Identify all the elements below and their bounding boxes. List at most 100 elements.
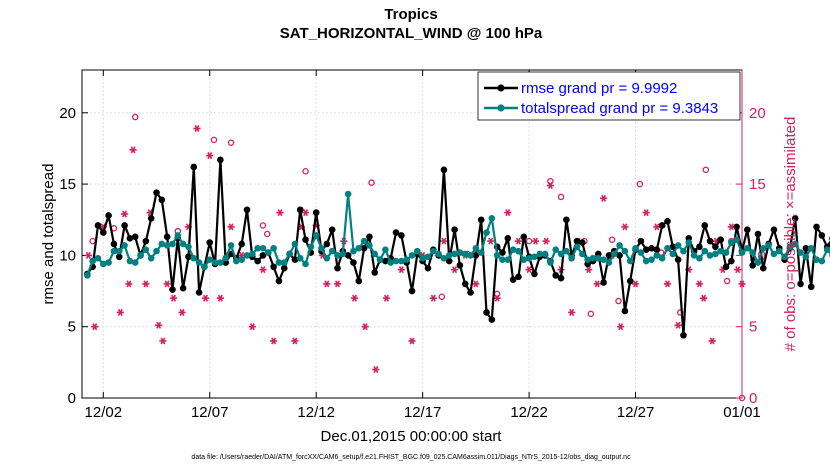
totalspread-point [579, 250, 586, 258]
totalspread-point [419, 254, 426, 262]
obs-assimilated-stroke [271, 337, 277, 345]
legend-spread-marker [497, 104, 505, 112]
totalspread-point [717, 247, 725, 255]
obs-assimilated-stroke [277, 209, 283, 217]
rmse-point [520, 233, 528, 241]
obs-assimilated-point [301, 209, 310, 217]
obs-assimilated-point [291, 337, 299, 345]
totalspread-point [680, 247, 687, 255]
obs-assimilated-stroke [643, 209, 649, 217]
obs-assimilated-stroke [171, 294, 177, 302]
obs-assimilated-stroke [292, 337, 298, 345]
totalspread-point [658, 254, 666, 262]
rmse-point [488, 316, 496, 323]
y-tick-label: 20 [59, 105, 76, 122]
totalspread-point [541, 250, 549, 258]
rmse-point [302, 236, 309, 244]
rmse-point [642, 246, 650, 253]
rmse-point [291, 256, 299, 263]
totalspread-point [563, 247, 570, 255]
y2-axis-label: # of obs: o=possible; ×=assimilated [782, 117, 799, 352]
totalspread-point [525, 254, 533, 262]
obs-assimilated-point [227, 223, 235, 231]
obs-assimilated-point [738, 280, 746, 288]
obs-possible-point [723, 277, 731, 285]
obs-assimilated-stroke [664, 280, 670, 288]
rmse-point [797, 280, 804, 288]
obs-assimilated-stroke [728, 223, 734, 231]
totalspread-point [648, 256, 655, 263]
totalspread-point [701, 247, 709, 255]
totalspread-point [589, 254, 597, 262]
obs-possible-point [438, 293, 446, 300]
obs-assimilated-stroke [130, 146, 136, 154]
rmse-point [621, 307, 629, 315]
obs-assimilated-point [531, 237, 540, 245]
obs-assimilated-stroke [618, 323, 624, 331]
totalspread-point [339, 250, 347, 258]
footnote: data file: /Users/raeder/DAI/ATM_forcXX/… [191, 454, 631, 461]
obs-assimilated-point [91, 323, 99, 331]
rmse-point [472, 252, 480, 259]
totalspread-point [243, 252, 251, 259]
totalspread-point [632, 244, 639, 252]
obs-assimilated-point [163, 280, 171, 288]
rmse-point [600, 279, 607, 286]
totalspread-point [174, 232, 182, 239]
rmse-point [477, 216, 485, 224]
obs-assimilated-point [700, 294, 708, 302]
rmse-point [451, 226, 458, 234]
y2-tick-label: 20 [749, 105, 766, 122]
obs-possible-point [702, 166, 710, 174]
totalspread-point [637, 249, 645, 256]
totalspread-point [568, 254, 575, 262]
totalspread-point [728, 239, 735, 246]
obs-assimilated-stroke [473, 280, 479, 288]
totalspread-point [328, 247, 336, 255]
obs-assimilated-stroke [160, 337, 166, 345]
rmse-point [350, 259, 357, 266]
rmse-point [573, 237, 581, 245]
totalspread-point [286, 250, 293, 258]
rmse-point [509, 276, 517, 283]
totalspread-point [770, 250, 778, 258]
totalspread-point [291, 240, 299, 248]
obs-possible-point [259, 222, 267, 229]
obs-assimilated-stroke [532, 237, 538, 245]
totalspread-point [153, 247, 160, 255]
rmse-point [371, 269, 379, 276]
rmse-point [712, 243, 719, 251]
totalspread-point [424, 253, 432, 261]
x-tick-label: 12/27 [617, 404, 655, 421]
rmse-point [275, 277, 283, 285]
y-tick-label: 5 [68, 319, 76, 336]
totalspread-point [445, 252, 453, 259]
obs-assimilated-point [695, 280, 704, 288]
obs-assimilated-stroke [383, 294, 389, 302]
obs-assimilated-point [129, 146, 137, 154]
totalspread-point [653, 252, 661, 259]
totalspread-point [414, 247, 421, 255]
obs-assimilated-point [472, 280, 480, 288]
totalspread-point [456, 249, 464, 256]
obs-assimilated-stroke [260, 266, 266, 274]
totalspread-point [791, 240, 799, 248]
totalspread-point [398, 257, 405, 265]
rmse-point [648, 244, 655, 252]
rmse-point [754, 230, 762, 238]
obs-assimilated-stroke [179, 308, 185, 316]
rmse-point [344, 252, 352, 259]
obs-assimilated-point [178, 308, 186, 316]
series-layer [84, 156, 830, 339]
totalspread-point [195, 259, 203, 266]
obs-assimilated-stroke [701, 294, 707, 302]
rmse-point [626, 277, 634, 285]
rmse-point [424, 264, 432, 272]
obs-assimilated-point [504, 209, 512, 217]
totalspread-point [259, 244, 267, 252]
obs-assimilated-point [487, 237, 495, 245]
rmse-point [616, 252, 623, 259]
obs-assimilated-point [708, 337, 716, 345]
x-tick-label: 01/01 [723, 404, 761, 421]
rmse-point [334, 264, 341, 272]
